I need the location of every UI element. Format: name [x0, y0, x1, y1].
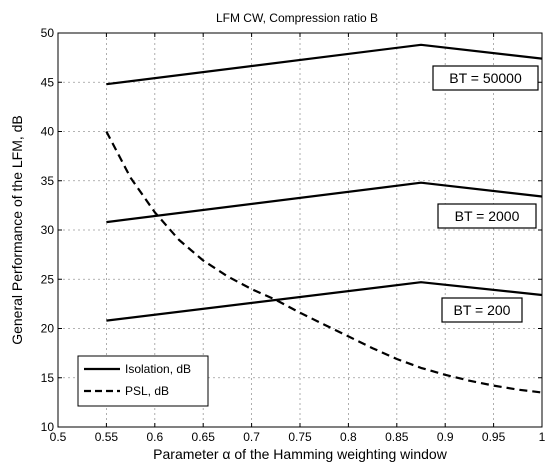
y-tick-label: 20	[41, 322, 55, 336]
x-tick-label: 0.65	[192, 430, 216, 444]
x-tick-label: 0.7	[243, 430, 260, 444]
y-tick-label: 40	[41, 125, 55, 139]
ticks	[57, 32, 543, 428]
legend-isolation-label: Isolation, dB	[125, 362, 191, 376]
bt-label: BT = 200	[454, 302, 511, 318]
y-tick-label: 25	[41, 272, 55, 286]
bt-label-box	[432, 65, 539, 91]
chart-title: LFM CW, Compression ratio B	[216, 11, 378, 25]
y-tick-label: 50	[41, 26, 55, 40]
series-group	[105, 43, 543, 394]
x-tick-label: 0.6	[146, 430, 163, 444]
x-axis-label: Parameter α of the Hamming weighting win…	[153, 446, 448, 462]
legend-box	[77, 355, 209, 407]
bt-label: BT = 50000	[449, 70, 522, 86]
bt-label-box	[437, 203, 537, 229]
x-tick-label: 0.5	[50, 430, 67, 444]
y-axis-label: General Performance of the LFM, dB	[9, 115, 25, 345]
x-tick-labels: 0.5 0.55 0.6 0.65 0.7 0.75 0.8 0.85 0.9 0.95 1	[50, 430, 545, 444]
x-tick-label: 1	[539, 430, 545, 444]
y-tick-label: 30	[41, 223, 55, 237]
legend-psl-label: PSL, dB	[125, 384, 169, 398]
y-tick-labels: 10 15 20 25 30 35 40 45 50	[41, 26, 55, 434]
y-tick-label: 45	[41, 75, 55, 89]
isolation-line	[106, 43, 543, 86]
y-tick-label: 10	[41, 420, 55, 434]
bt-label-box	[441, 297, 523, 323]
x-tick-label: 0.95	[482, 430, 506, 444]
x-tick-label: 0.8	[340, 430, 357, 444]
psl-curve	[105, 130, 543, 394]
x-tick-label: 0.85	[385, 430, 409, 444]
x-tick-label: 0.75	[288, 430, 312, 444]
y-tick-label: 35	[41, 174, 55, 188]
isolation-line	[106, 181, 543, 224]
isolation-line	[106, 281, 543, 322]
legend: Isolation, dB PSL, dB	[77, 355, 209, 407]
x-tick-label: 0.9	[437, 430, 454, 444]
bt-label: BT = 2000	[455, 208, 520, 224]
bt-annotations: BT = 50000 BT = 2000 BT = 200	[432, 65, 539, 323]
x-tick-label: 0.55	[95, 430, 119, 444]
y-tick-label: 15	[41, 371, 55, 385]
